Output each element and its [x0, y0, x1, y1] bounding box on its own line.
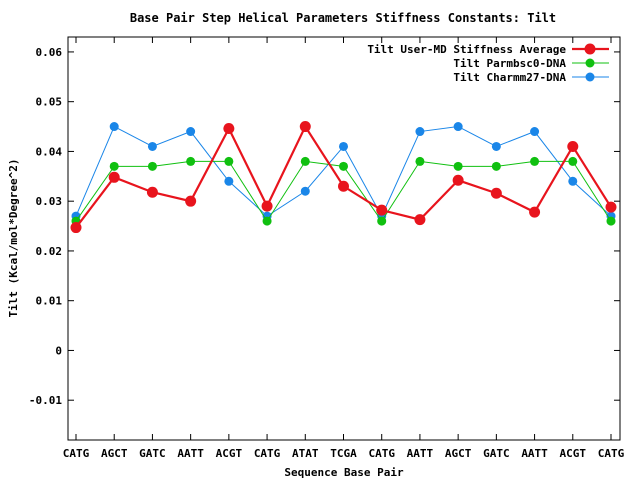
series-point-2: [568, 176, 578, 186]
x-tick-label: ATAT: [292, 447, 319, 460]
series-point-1: [262, 216, 272, 226]
x-tick-label: AGCT: [101, 447, 128, 460]
series-layer: [70, 121, 617, 234]
series-point-1: [224, 156, 234, 166]
series-point-1: [300, 156, 310, 166]
chart-title: Base Pair Step Helical Parameters Stiffn…: [130, 11, 556, 25]
series-point-0: [261, 200, 273, 212]
x-tick-label: AATT: [407, 447, 434, 460]
series-point-2: [300, 186, 310, 196]
legend-label-2: Tilt Charmm27-DNA: [453, 71, 566, 84]
series-point-0: [223, 123, 235, 135]
x-tick-label: GATC: [139, 447, 166, 460]
legend-marker-0: [584, 43, 596, 55]
series-point-0: [299, 121, 311, 133]
plot-frame: [67, 36, 621, 441]
y-tick-label: 0.03: [36, 195, 63, 208]
y-axis-label: Tilt (Kcal/mol*Degree^2): [7, 159, 20, 318]
y-tick-label: 0: [55, 344, 62, 357]
series-point-1: [186, 156, 196, 166]
x-tick-label: AATT: [521, 447, 548, 460]
series-point-0: [108, 171, 120, 183]
x-tick-label: CATG: [63, 447, 90, 460]
series-point-0: [605, 201, 617, 213]
series-point-1: [415, 156, 425, 166]
series-point-0: [338, 180, 349, 192]
series-point-1: [377, 216, 387, 226]
series-point-2: [109, 122, 119, 132]
series-point-1: [568, 156, 578, 166]
x-tick-label: CATG: [598, 447, 625, 460]
series-line-2: [75, 125, 612, 218]
series-point-0: [185, 195, 197, 207]
x-tick-label: CATG: [254, 447, 281, 460]
series-point-0: [529, 206, 541, 218]
series-point-2: [147, 141, 157, 151]
series-point-2: [339, 141, 348, 151]
x-axis: CATG AGCT GATC AATT ACGT CATG ATAT TCGA CATG AATT…: [63, 37, 625, 460]
y-tick-label: -0.01: [29, 394, 62, 407]
x-tick-label: AGCT: [445, 447, 472, 460]
series-point-1: [147, 161, 157, 171]
series-point-2: [491, 141, 501, 151]
series-point-2: [453, 122, 463, 132]
series-point-0: [414, 214, 426, 226]
series-point-0: [70, 222, 82, 234]
legend-marker-2: [585, 72, 595, 82]
y-tick-label: 0.05: [36, 96, 63, 109]
series-point-0: [452, 174, 464, 186]
y-tick-label: 0.06: [36, 46, 63, 59]
y-tick-label: 0.01: [36, 295, 63, 308]
x-tick-label: TCGA: [330, 447, 357, 460]
series-point-1: [491, 161, 501, 171]
series-point-2: [415, 127, 425, 137]
x-tick-label: ACGT: [216, 447, 243, 460]
legend-label-0: Tilt User-MD Stiffness Average: [367, 43, 566, 56]
x-axis-label: Sequence Base Pair: [284, 466, 404, 479]
legend-label-1: Tilt Parmbsc0-DNA: [453, 57, 566, 70]
series-point-1: [606, 216, 616, 226]
y-axis: -0.01 0 0.01 0.02 0.03 0.04 0.05 0.06: [29, 46, 620, 407]
series-point-2: [186, 127, 196, 137]
series-point-1: [339, 161, 348, 171]
x-tick-label: GATC: [483, 447, 510, 460]
y-tick-label: 0.02: [36, 245, 63, 258]
series-point-1: [530, 156, 540, 166]
series-point-0: [490, 187, 502, 199]
series-point-0: [376, 204, 388, 216]
series-point-0: [146, 186, 158, 198]
series-point-1: [453, 161, 463, 171]
x-tick-label: ACGT: [560, 447, 587, 460]
series-point-2: [224, 176, 234, 186]
series-point-1: [109, 161, 119, 171]
legend-marker-1: [585, 58, 595, 68]
x-tick-label: AATT: [177, 447, 204, 460]
series-point-0: [567, 140, 579, 152]
x-tick-label: CATG: [368, 447, 395, 460]
y-tick-label: 0.04: [36, 145, 63, 158]
series-point-2: [530, 127, 540, 137]
